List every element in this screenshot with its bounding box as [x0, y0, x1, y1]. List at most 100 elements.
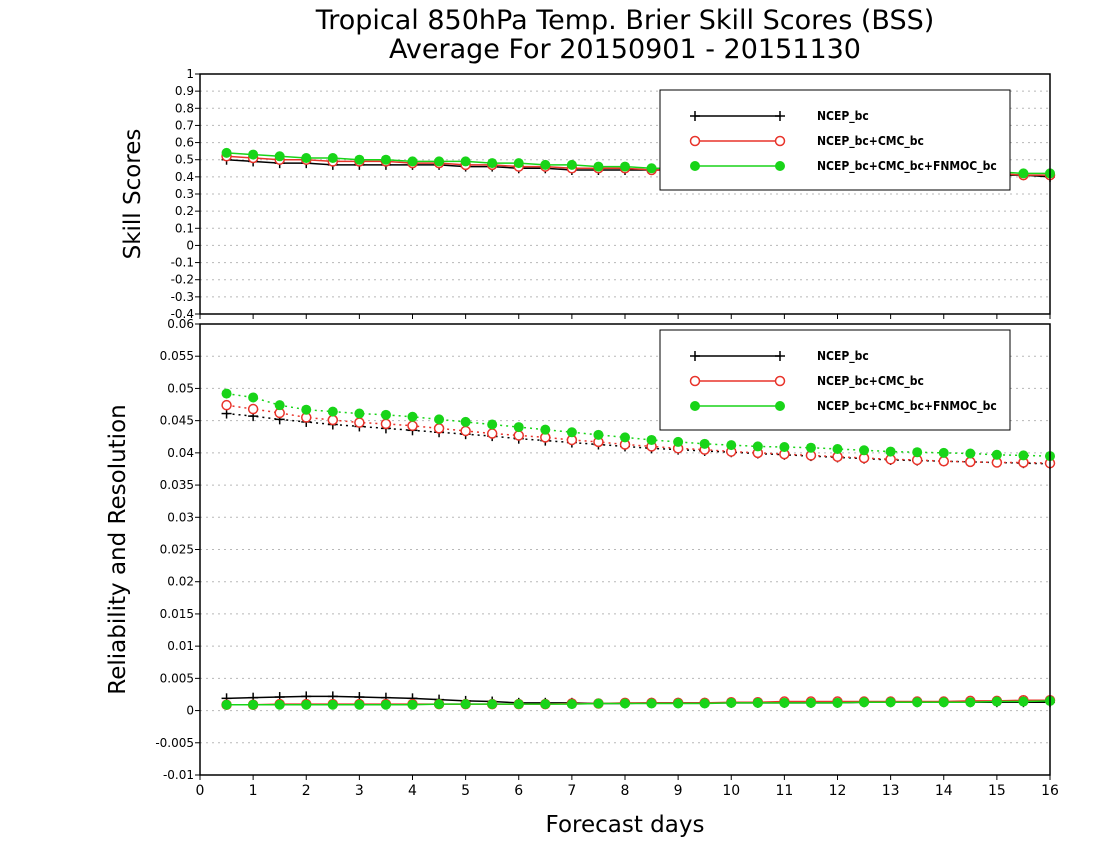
legend-marker [775, 351, 785, 361]
data-point [646, 698, 657, 709]
series [221, 695, 1055, 710]
legend-entry: NCEP_bc [817, 109, 869, 124]
data-point [620, 432, 630, 443]
data-point [274, 699, 285, 710]
data-point [221, 399, 232, 411]
data-point [327, 153, 338, 163]
data-point [434, 156, 445, 167]
data-point [593, 429, 604, 440]
data-point [301, 699, 312, 710]
plot-frame [199, 73, 1051, 315]
data-point [912, 447, 923, 458]
data-point [1018, 450, 1029, 461]
x-tick-label: 15 [988, 783, 1006, 799]
x-tick-label: 7 [567, 783, 576, 799]
series [221, 388, 1055, 462]
data-point [965, 697, 976, 708]
y-tick-label: -0.2 [171, 273, 194, 287]
data-point [274, 151, 285, 162]
x-tick-label: 9 [674, 783, 683, 799]
legend-box [659, 329, 1011, 431]
x-tick-label: 14 [935, 783, 953, 799]
data-point [380, 154, 391, 165]
legend-entry: NCEP_bc+CMC_bc [817, 134, 924, 149]
data-point [699, 438, 710, 449]
legend-entry: NCEP_bc+CMC_bc+FNMOC_bc [817, 159, 997, 174]
reliability-resolution-panel: -0.01 -0.005 0 0.005 0.01 0.015 0.02 0.025 0.03 0… [105, 317, 1059, 799]
data-point [407, 699, 418, 710]
data-point [434, 699, 445, 710]
y-tick-label: 0.005 [160, 671, 194, 685]
y-tick-label: -0.1 [171, 256, 194, 270]
data-point [699, 698, 710, 709]
data-point [407, 420, 418, 432]
legend-marker [775, 161, 785, 171]
data-point [354, 408, 365, 419]
x-tick-label: 6 [514, 783, 523, 799]
y-axis-label: Skill Scores [120, 129, 146, 260]
y-tick-label: 0.045 [160, 414, 194, 428]
data-point [805, 442, 816, 453]
data-point [487, 699, 498, 710]
legend: NCEP_bc NCEP_bc+CMC_bc NCEP_bc+CMC_bc+FNMO… [659, 89, 1011, 191]
data-point [274, 400, 285, 411]
legend-marker [689, 135, 701, 147]
data-point [380, 409, 391, 420]
legend-marker [690, 161, 700, 171]
data-point [965, 448, 976, 459]
data-point [487, 158, 498, 169]
legend-marker [690, 351, 700, 361]
data-point [221, 699, 232, 710]
x-tick-label: 0 [196, 783, 205, 799]
y-tick-label: 1 [186, 67, 194, 81]
data-point [593, 161, 604, 172]
x-tick-label: 2 [302, 783, 311, 799]
chart-title: Tropical 850hPa Temp. Brier Skill Scores… [315, 5, 935, 36]
data-point [354, 699, 365, 710]
y-tick-label: 0.1 [175, 221, 194, 235]
data-point [752, 441, 763, 452]
y-axis-label: Reliability and Resolution [105, 404, 131, 694]
data-point [832, 697, 843, 708]
series [221, 691, 1055, 709]
skill-scores-panel: -0.4 -0.3 -0.2 -0.1 0 0.1 0.2 0.3 0.4 0.5 0.6 0.7 0.… [120, 67, 1056, 321]
data-point [885, 446, 896, 457]
data-point [540, 699, 551, 710]
data-point [460, 416, 471, 427]
data-point [460, 156, 471, 167]
legend-marker [774, 375, 786, 387]
data-point [327, 699, 338, 710]
data-point [460, 699, 471, 710]
chart-subtitle: Average For 20150901 - 20151130 [389, 34, 861, 65]
data-point [248, 392, 259, 403]
data-point [726, 697, 737, 708]
data-point [301, 153, 312, 163]
data-point [380, 418, 392, 430]
data-point [938, 697, 949, 708]
x-tick-label: 5 [461, 783, 470, 799]
y-tick-label: -0.3 [171, 290, 194, 304]
data-point [327, 414, 339, 426]
data-point [646, 434, 657, 445]
data-point [938, 455, 949, 467]
data-point [1018, 168, 1029, 179]
y-tick-label: 0.6 [175, 136, 194, 150]
plot-frame [199, 323, 1051, 776]
data-point [646, 163, 657, 174]
x-tick-label: 13 [882, 783, 900, 799]
x-tick-label: 10 [722, 783, 740, 799]
y-tick-label: 0.8 [175, 101, 194, 115]
data-point [805, 697, 816, 708]
x-tick-label: 12 [829, 783, 847, 799]
data-point [673, 698, 684, 709]
data-point [248, 149, 259, 160]
data-point [407, 156, 418, 167]
y-tick-label: 0 [186, 238, 194, 252]
data-point [991, 696, 1002, 707]
data-point [221, 388, 232, 399]
legend-marker [690, 111, 700, 121]
x-tick-label: 11 [775, 783, 793, 799]
y-tick-label: 0 [186, 704, 194, 718]
legend-entry: NCEP_bc+CMC_bc+FNMOC_bc [817, 399, 997, 414]
